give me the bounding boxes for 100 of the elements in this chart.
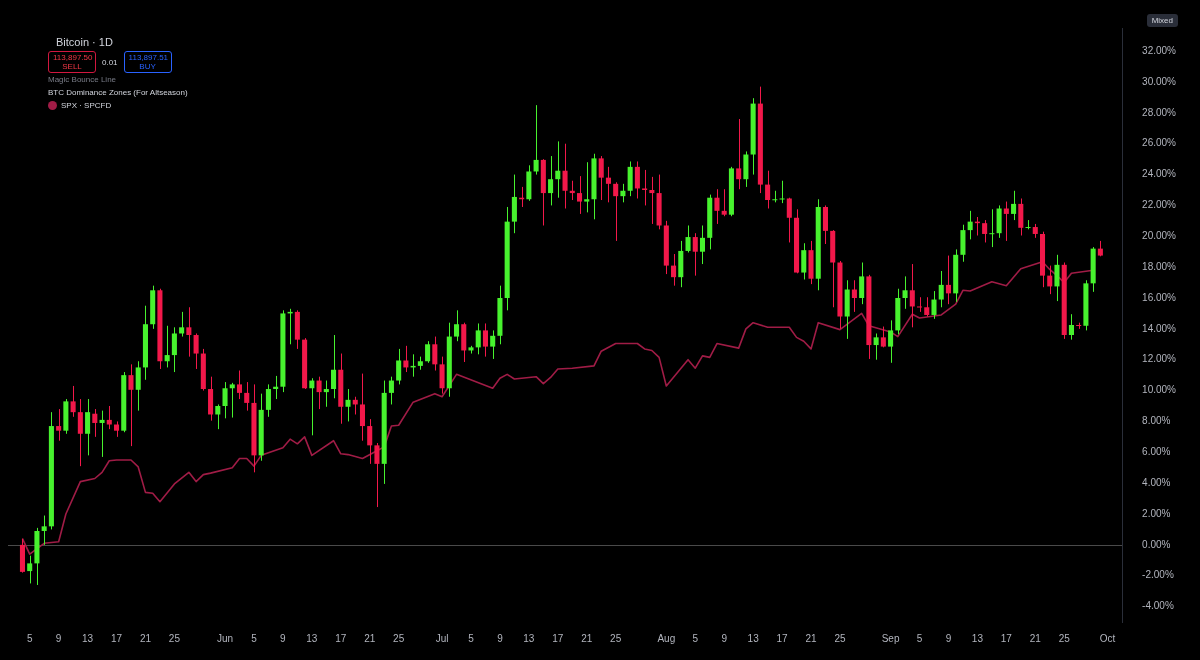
candlestick bbox=[92, 408, 98, 438]
candlestick bbox=[533, 104, 539, 176]
candlestick bbox=[388, 376, 394, 405]
candlestick bbox=[671, 253, 677, 287]
candlestick bbox=[548, 155, 554, 206]
candlestick bbox=[215, 403, 221, 430]
x-tick-label: 25 bbox=[1058, 632, 1071, 644]
x-tick-label: 13 bbox=[306, 632, 318, 644]
x-tick-label: 21 bbox=[805, 632, 818, 644]
candlestick bbox=[801, 242, 807, 280]
candlestick bbox=[822, 204, 829, 245]
x-tick-label: Aug bbox=[657, 632, 676, 644]
candlestick bbox=[765, 170, 771, 210]
candlestick bbox=[135, 360, 141, 412]
candlestick bbox=[931, 290, 937, 320]
candlestick bbox=[482, 322, 488, 358]
x-tick-label: Sep bbox=[881, 632, 900, 644]
candlestick bbox=[1068, 313, 1074, 341]
candlestick bbox=[186, 306, 192, 358]
annotation: 113,897.51 bbox=[128, 53, 169, 62]
x-tick-label: 25 bbox=[168, 632, 181, 644]
candlestick bbox=[439, 356, 445, 395]
candlestick bbox=[222, 381, 228, 419]
candlestick bbox=[699, 224, 706, 265]
candlestick bbox=[41, 515, 47, 546]
annotation: BTC Dominance Zones (For Altseason) bbox=[48, 88, 188, 97]
x-tick-label: Jun bbox=[216, 632, 234, 644]
candlestick bbox=[642, 169, 648, 206]
candlestick bbox=[99, 410, 105, 458]
y-tick-label: -4.00% bbox=[1142, 600, 1174, 612]
candlestick bbox=[562, 143, 568, 210]
y-tick-label: 16.00% bbox=[1142, 291, 1177, 303]
candlestick bbox=[736, 118, 742, 190]
x-tick-label: 9 bbox=[945, 632, 952, 644]
x-tick-label: 17 bbox=[335, 632, 347, 644]
candlestick bbox=[171, 326, 177, 373]
y-tick-label: 12.00% bbox=[1142, 353, 1177, 365]
candlestick bbox=[1054, 254, 1060, 302]
x-tick-label: 9 bbox=[280, 632, 287, 644]
y-tick-label: 18.00% bbox=[1142, 260, 1177, 272]
candlestick bbox=[1018, 197, 1024, 237]
candlestick bbox=[77, 398, 83, 467]
y-tick-label: 10.00% bbox=[1142, 384, 1177, 396]
x-tick-label: 13 bbox=[523, 632, 535, 644]
y-tick-label: 28.00% bbox=[1142, 106, 1177, 118]
candlestick bbox=[425, 340, 431, 364]
candlestick bbox=[244, 381, 250, 412]
x-tick-label: 21 bbox=[1029, 632, 1042, 644]
x-tick-label: 25 bbox=[834, 632, 846, 644]
candlestick bbox=[873, 332, 879, 361]
candlestick bbox=[85, 398, 91, 456]
x-tick-label: 21 bbox=[364, 632, 376, 644]
y-tick-label: 0.00% bbox=[1142, 538, 1171, 550]
candlestick bbox=[331, 334, 337, 399]
candlestick bbox=[475, 322, 481, 355]
x-tick-label: 9 bbox=[497, 632, 504, 644]
candlestick bbox=[309, 377, 315, 436]
candlestick bbox=[649, 176, 655, 225]
candlestick bbox=[345, 388, 351, 422]
x-tick-label: 17 bbox=[776, 632, 789, 644]
x-tick-label: 5 bbox=[692, 632, 699, 644]
candlestick bbox=[164, 325, 170, 368]
candlestick bbox=[902, 275, 908, 310]
candlestick bbox=[229, 382, 235, 419]
candlestick bbox=[692, 232, 698, 277]
y-tick-label: 14.00% bbox=[1142, 322, 1177, 334]
candlestick bbox=[1011, 190, 1017, 221]
candlestick bbox=[989, 208, 995, 248]
candlestick bbox=[938, 270, 944, 308]
candlestick bbox=[576, 175, 583, 215]
y-tick-label: 8.00% bbox=[1142, 415, 1171, 427]
candlestick bbox=[916, 296, 923, 313]
y-tick-label: 22.00% bbox=[1142, 199, 1177, 211]
candlestick bbox=[1003, 201, 1009, 242]
text: Bitcoin · 1D bbox=[56, 36, 113, 48]
candlestick bbox=[620, 183, 626, 203]
y-tick-label: 26.00% bbox=[1142, 137, 1177, 149]
x-tick-label: 17 bbox=[552, 632, 564, 644]
candlestick bbox=[1047, 265, 1053, 295]
annotation: 0.01 bbox=[102, 57, 118, 67]
candlestick bbox=[598, 155, 604, 201]
candlestick bbox=[236, 370, 243, 400]
candlestick bbox=[982, 219, 988, 243]
annotation: Magic Bounce Line bbox=[48, 75, 117, 84]
candlestick bbox=[888, 319, 894, 364]
candlestick bbox=[721, 188, 727, 217]
candlestick bbox=[179, 311, 185, 338]
candlestick bbox=[490, 329, 496, 360]
candlestick bbox=[851, 279, 857, 313]
candlestick bbox=[128, 363, 134, 447]
text: Mixed bbox=[1146, 14, 1178, 27]
y-tick-label: 32.00% bbox=[1142, 44, 1177, 56]
x-tick-label: 5 bbox=[916, 632, 923, 644]
annotation: SELL bbox=[61, 62, 83, 71]
candlestick bbox=[634, 160, 640, 199]
x-tick-label: 13 bbox=[971, 632, 984, 644]
x-tick-label: 17 bbox=[110, 632, 123, 644]
candlestick bbox=[605, 166, 611, 203]
candlestick bbox=[627, 160, 633, 197]
candlestick bbox=[967, 210, 973, 240]
